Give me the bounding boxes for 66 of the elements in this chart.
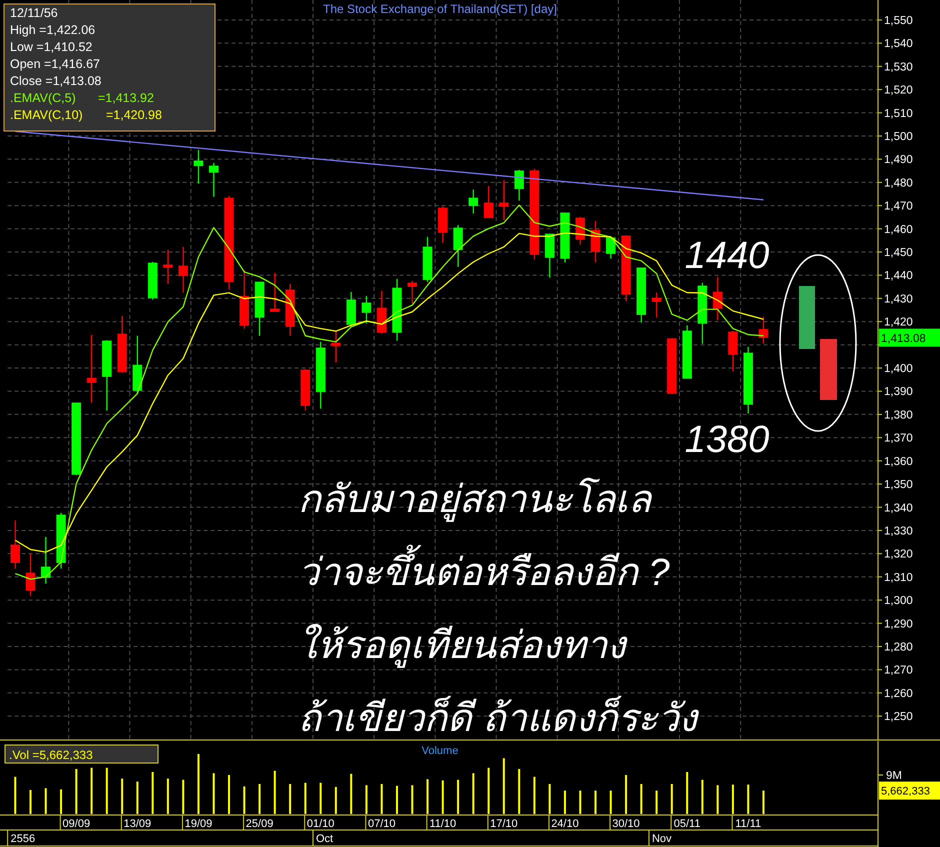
y-tick-label: 1,290: [884, 618, 913, 630]
text: .EMAV(C,5): [10, 91, 76, 105]
annotation: ว่าจะขึ้นต่อหรือลงอีก ?: [298, 544, 671, 594]
y-tick-label: 1,380: [884, 409, 913, 422]
y-tick-label: 1,360: [884, 456, 913, 468]
y-tick-label: 1,540: [884, 38, 913, 50]
y-tick-label: 1,310: [884, 572, 913, 584]
annotation: 12/11/56: [10, 6, 58, 20]
y-tick-label: 1,280: [884, 641, 913, 654]
text: 1,413.08: [881, 333, 926, 346]
y-tick-label: 1,300: [884, 595, 913, 608]
y-tick-label: 1,550: [884, 14, 913, 27]
y-tick-label: 1,420: [884, 316, 913, 329]
y-tick-label: 1,430: [884, 293, 913, 306]
y-tick-label: 1,390: [884, 386, 913, 398]
y-tick-label: 1,400: [884, 363, 913, 376]
annotation: ให้รอดูเทียนส่องทาง: [298, 623, 628, 668]
y-tick-label: 1,480: [884, 177, 913, 190]
annotation: =1,420.98: [106, 108, 162, 122]
y-tick-label: 1,500: [884, 130, 913, 143]
x-tick-label: 19/09: [184, 818, 212, 830]
x-tick-label: 24/10: [551, 818, 579, 830]
text: 9M: [886, 770, 902, 782]
text: 2556: [10, 833, 36, 845]
y-tick-label: 1,330: [884, 525, 913, 538]
chart-title: Volume: [422, 745, 458, 757]
annotation: Close =1,413.08: [10, 74, 102, 88]
x-tick-label: 09/09: [62, 818, 90, 830]
x-tick-label: 25/09: [246, 818, 274, 830]
annotation: 1380: [684, 419, 770, 461]
y-tick-label: 1,270: [884, 664, 913, 677]
x-tick-label: 11/11: [735, 818, 762, 830]
y-tick-label: 1,530: [884, 61, 913, 74]
annotation: High =1,422.06: [10, 23, 96, 37]
x-tick-label: 01/10: [306, 818, 334, 830]
y-tick-label: 1,450: [884, 247, 913, 260]
annotation: .Vol =5,662,333: [9, 748, 94, 762]
x-tick-label: 07/10: [368, 818, 396, 830]
text: Nov: [652, 833, 672, 845]
annotation: 1440: [684, 235, 770, 277]
y-tick-label: 1,340: [884, 502, 913, 514]
chart-title: The Stock Exchange of Thailand(SET) [day]: [323, 2, 557, 16]
text: .EMAV(C,10): [10, 108, 83, 122]
y-tick-label: 1,520: [884, 84, 913, 97]
x-tick-label: 11/10: [429, 818, 456, 830]
y-tick-label: 1,510: [884, 108, 913, 120]
x-tick-label: 30/10: [612, 818, 640, 830]
x-tick-label: 17/10: [490, 818, 518, 830]
y-tick-label: 1,260: [884, 688, 913, 700]
annotation: ถ้าเขียวก็ดี ถ้าแดงก็ระวัง: [298, 695, 700, 740]
y-tick-label: 1,350: [884, 479, 913, 492]
text: Oct: [316, 833, 334, 845]
x-tick-label: 05/11: [674, 818, 700, 830]
y-tick-label: 1,440: [884, 270, 913, 282]
y-tick-label: 1,370: [884, 432, 913, 445]
annotation: กลับมาอยู่สถานะโลเล: [298, 477, 653, 522]
y-tick-label: 1,460: [884, 224, 913, 236]
y-tick-label: 1,470: [884, 200, 913, 213]
annotation: =1,413.92: [98, 91, 154, 105]
y-tick-label: 1,320: [884, 548, 913, 561]
y-tick-label: 1,490: [884, 154, 913, 166]
annotation: Low =1,410.52: [10, 40, 92, 54]
text: 5,662,333: [881, 786, 930, 798]
annotation: Open =1,416.67: [10, 57, 100, 71]
y-tick-label: 1,250: [884, 711, 913, 724]
x-tick-label: 13/09: [124, 818, 152, 830]
